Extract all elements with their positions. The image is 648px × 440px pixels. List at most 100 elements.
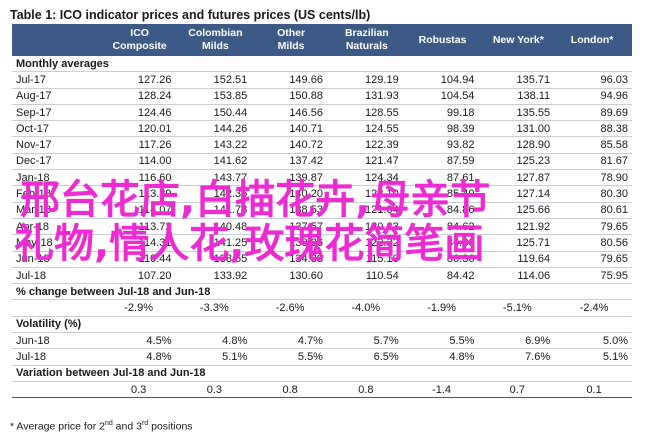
price-table: ICO Composite Colombian Milds Other Milds B… — [12, 24, 632, 399]
table-cell: 6.5% — [328, 348, 405, 366]
table-cell: 134.38 — [253, 251, 329, 268]
table-cell: 89.69 — [556, 104, 632, 122]
table-cell: 125.71 — [480, 234, 557, 252]
column-header-london: London* — [556, 24, 632, 56]
table-cell: 120.01 — [101, 120, 178, 138]
table-row: Dec-17 114.00 141.62 137.42 121.47 87.59 125.2… — [12, 153, 632, 171]
table-cell: 143.22 — [177, 136, 254, 154]
table-cell: 0.8 — [253, 381, 329, 399]
row-label: Jun-18 — [12, 251, 102, 268]
column-header-other-milds: Other Milds — [253, 24, 329, 56]
table-cell: -2.4% — [556, 299, 632, 317]
table-cell: 140.71 — [253, 120, 329, 138]
table-row: -2.9% -3.3% -2.6% -4.0% -1.9% -5.1% -2.4% — [12, 299, 632, 317]
table-cell: 139.87 — [253, 169, 329, 187]
table-cell: -4.0% — [328, 299, 405, 317]
table-cell: 107.20 — [101, 267, 178, 285]
table-cell: 124.55 — [328, 120, 405, 138]
table-row: Jul-18 107.20 133.92 130.60 110.54 84.42 114.0… — [12, 267, 632, 285]
table-cell: 137.57 — [253, 218, 329, 236]
row-label: Dec-17 — [12, 153, 102, 171]
table-cell: 150.44 — [177, 104, 254, 122]
row-label: Aug-17 — [12, 88, 102, 105]
table-cell: 140.20 — [253, 185, 329, 203]
table-cell: 140.72 — [253, 136, 329, 154]
column-header-new-york: New York* — [480, 24, 557, 56]
table-cell: 114.31 — [101, 234, 178, 252]
table-cell: 150.88 — [253, 88, 329, 105]
table-cell: -2.6% — [253, 299, 329, 317]
table-row: Jun-18 4.5% 4.8% 4.7% 5.7% 5.5% 6.9% 5.0% — [12, 332, 632, 350]
table-cell: 75.95 — [556, 267, 632, 285]
table-cell: 121.04 — [328, 202, 405, 219]
table-cell: 110.44 — [101, 251, 178, 268]
section-heading-row: % change between Jul-18 and Jun-18 — [12, 283, 632, 301]
table-cell: 142.36 — [177, 185, 254, 203]
table-cell: 128.90 — [480, 136, 557, 154]
row-label — [12, 381, 102, 399]
table-cell: 131.00 — [480, 120, 557, 138]
table-cell: 138.11 — [480, 88, 557, 105]
table-cell: 127.14 — [480, 185, 557, 203]
table-cell: 7.6% — [480, 348, 557, 366]
row-label: May-18 — [12, 234, 102, 252]
table-cell: 79.65 — [556, 218, 632, 236]
table-cell: 127.87 — [480, 169, 557, 187]
table-row: Apr-18 113.72 140.48 137.57 120.33 84.62 121.9… — [12, 218, 632, 236]
table-cell: 78.90 — [556, 169, 632, 187]
table-cell: 88.38 — [556, 120, 632, 138]
table-cell: 5.1% — [177, 348, 254, 366]
table-cell: 125.23 — [480, 153, 557, 171]
section-heading: Volatility (%) — [12, 315, 632, 334]
table-cell: 85.40 — [404, 185, 481, 203]
table-cell: 128.55 — [328, 104, 405, 122]
table-cell: 113.72 — [101, 218, 178, 236]
section-heading: Variation between Jul-18 and Jun-18 — [12, 364, 632, 382]
row-label: Oct-17 — [12, 120, 102, 138]
table-cell: 110.54 — [328, 267, 405, 285]
table-cell: 130.60 — [253, 267, 329, 285]
table-cell: 115.10 — [328, 251, 405, 268]
table-cell: 131.93 — [328, 88, 405, 105]
row-label: Feb-18 — [12, 185, 102, 203]
column-header-robustas: Robustas — [404, 24, 481, 56]
table-cell: 0.1 — [556, 381, 632, 399]
table-cell: -1.4 — [404, 381, 481, 399]
table-cell: 96.03 — [556, 71, 632, 89]
table-cell: 141.25 — [177, 234, 254, 252]
table-cell: 133.92 — [177, 267, 254, 285]
row-label — [12, 299, 102, 317]
table-cell: 0.3 — [101, 381, 178, 399]
table-row: Sep-17 124.46 150.44 146.56 128.55 99.18 135.5… — [12, 104, 632, 122]
table-cell: 4.7% — [253, 332, 329, 350]
table-cell: 99.18 — [404, 104, 481, 122]
table-row: Feb-18 113.89 142.36 140.20 122.10 85.40 127.1… — [12, 185, 632, 203]
row-label: Jul-18 — [12, 348, 102, 366]
table-cell: 98.39 — [404, 120, 481, 138]
table-cell: 104.94 — [404, 71, 481, 89]
table-cell: 114.06 — [480, 267, 557, 285]
table-cell: 143.77 — [177, 169, 254, 187]
table-cell: 146.56 — [253, 104, 329, 122]
table-cell: 4.8% — [101, 348, 178, 366]
section-heading-row: Volatility (%) — [12, 315, 632, 334]
table-cell: 81.67 — [556, 153, 632, 171]
table-cell: 122.10 — [328, 185, 405, 203]
table-cell: 5.1% — [556, 348, 632, 366]
table-cell: 84.42 — [404, 267, 481, 285]
column-header — [12, 24, 102, 56]
table-cell: 138.86 — [253, 234, 329, 252]
section-heading-row: Variation between Jul-18 and Jun-18 — [12, 364, 632, 382]
table-cell: 113.89 — [101, 185, 178, 203]
table-cell: 6.9% — [480, 332, 557, 350]
table-header-row: ICO Composite Colombian Milds Other Milds B… — [12, 24, 632, 56]
table-cell: 141.62 — [177, 153, 254, 171]
table-title: Table 1: ICO indicator prices and future… — [10, 8, 371, 22]
table-cell: 121.47 — [328, 153, 405, 171]
table-cell: 84.86 — [404, 202, 481, 219]
section-heading: Monthly averages — [12, 56, 632, 73]
table-cell: 153.85 — [177, 88, 254, 105]
row-label: Sep-17 — [12, 104, 102, 122]
table-cell: 120.33 — [328, 218, 405, 236]
table-cell: 85.58 — [556, 136, 632, 154]
